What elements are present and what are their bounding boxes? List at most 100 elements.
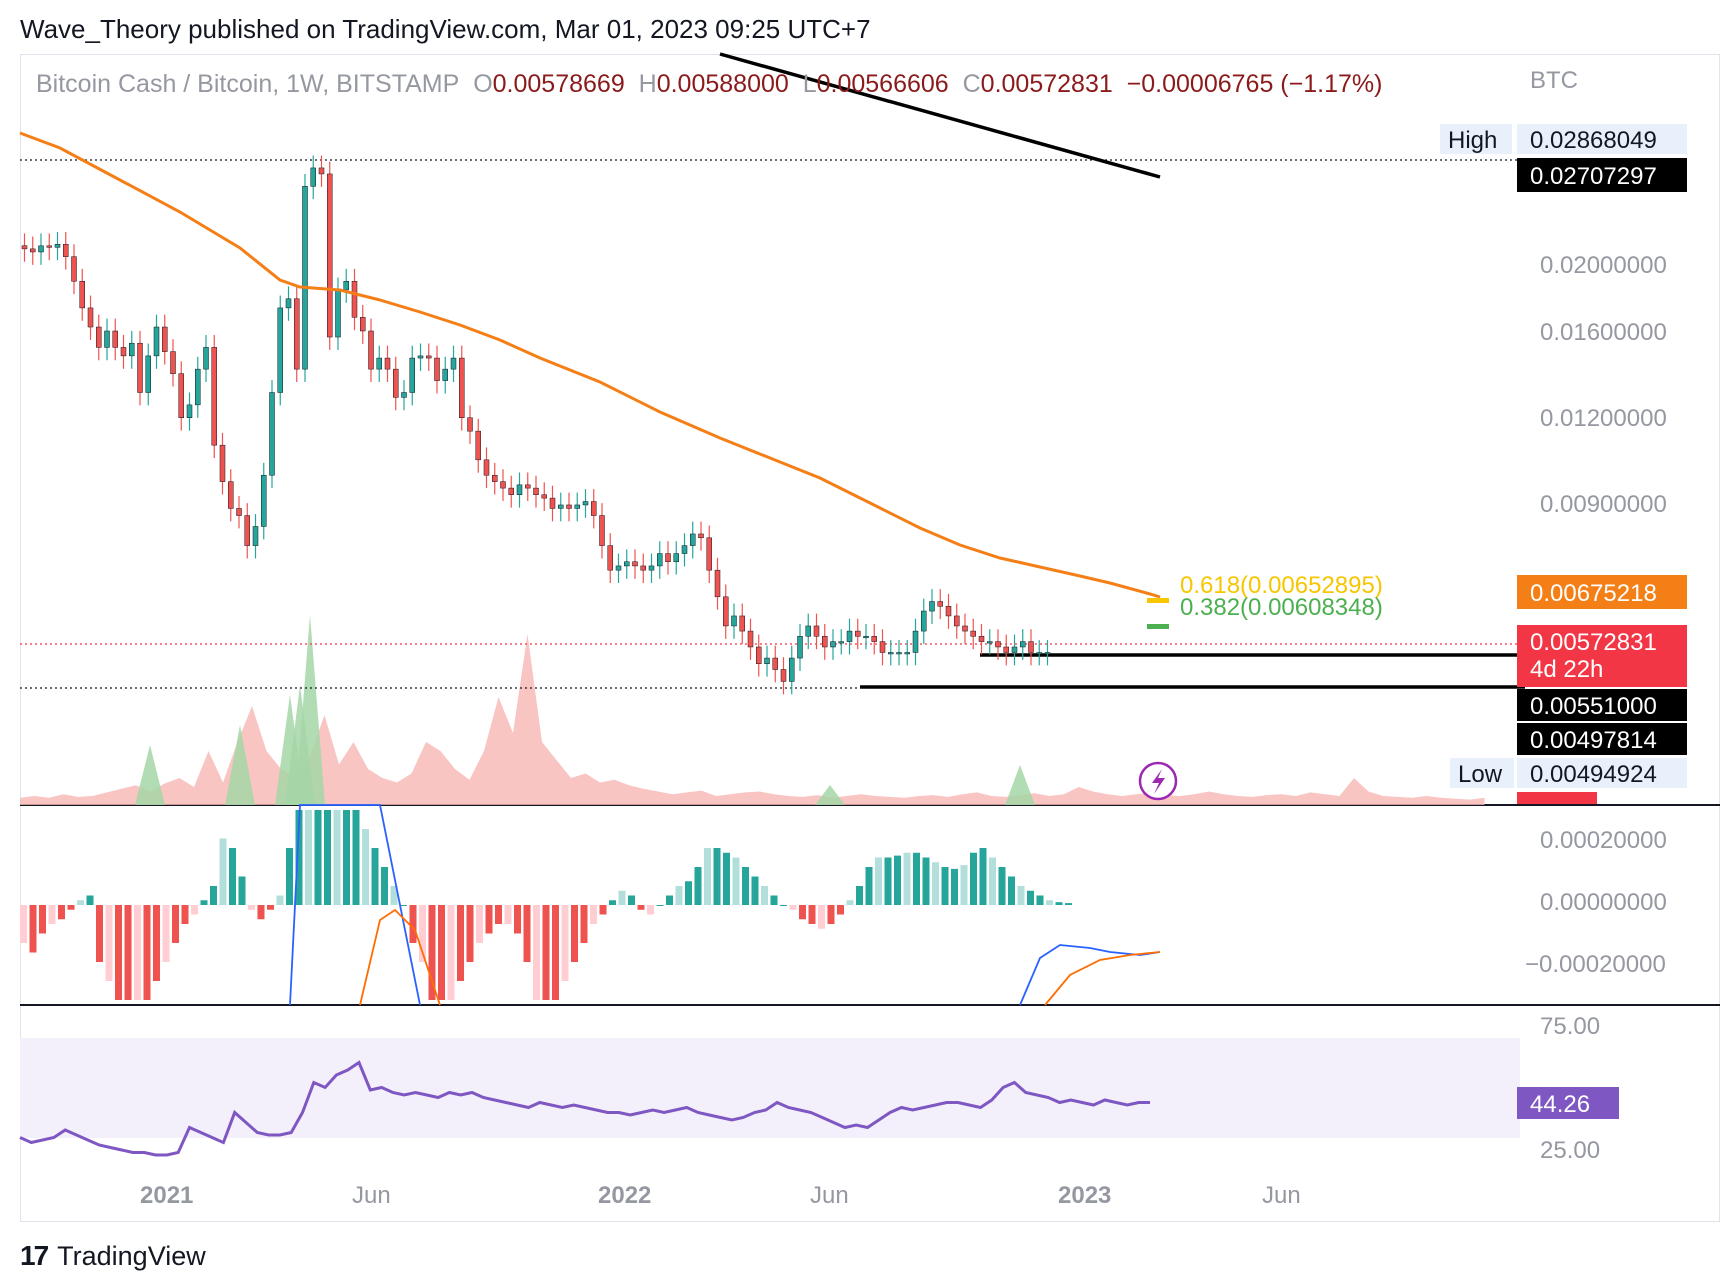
candle-body [805,625,811,637]
macd-bar [789,905,797,910]
footer[interactable]: 17 TradingView [20,1240,206,1272]
lightning-bolt-icon [1152,769,1165,794]
candle-body [1003,646,1009,653]
candle-body [673,553,679,563]
candle-body [640,565,646,571]
level-b-bg [1517,689,1687,721]
candle-body [978,636,985,642]
candle-body [846,630,853,642]
macd-bar [352,810,360,905]
candle-body [129,342,135,357]
macd-bar [1055,902,1063,905]
macd-bar [989,857,996,905]
close-value: 0.00572831 [980,70,1113,98]
candle-body [1028,641,1034,653]
macd-bar [884,857,892,905]
candle-body [615,565,622,571]
low-label-bg [1450,758,1514,788]
macd-bar [115,905,122,1000]
macd-bar [514,905,521,934]
macd-bar [248,905,255,910]
publish-line: Wave_Theory published on TradingView.com… [20,14,871,44]
candle-body [731,615,737,627]
macd-bar [713,848,721,905]
macd-bar [865,867,873,905]
candle-body [541,494,547,499]
macd-bar [105,905,113,981]
candle-body [904,652,910,655]
candle-body [285,298,292,309]
candle-body [582,501,589,506]
candle-body [343,280,349,291]
candle-body [269,392,275,476]
price-tick: 0.00900000 [1540,491,1667,518]
candle-body [698,533,704,539]
macd-bar [96,905,103,962]
high-value: 0.00588000 [656,70,789,98]
macd-bar [837,905,844,915]
time-tick: 2023 [1058,1182,1111,1209]
candles [21,155,1051,695]
candle-body [962,625,968,632]
macd-bar [533,905,540,1000]
candle-body [681,545,688,554]
rsi-tick: 75.00 [1540,1013,1600,1040]
tradingview-logo-icon: 17 [20,1240,49,1271]
macd-bar [1036,895,1044,905]
low-label: L [802,70,817,98]
high-label: H [638,70,657,98]
candle-body [879,641,886,653]
macd-bar [314,810,322,905]
candle-body [822,636,828,648]
candle-body [71,256,77,282]
macd-bar [609,900,616,905]
macd-bar [818,905,825,929]
macd-bar [428,905,436,1000]
candle-body [294,298,300,370]
macd-tick: 0.00020000 [1540,827,1667,854]
open-label: O [473,70,493,98]
macd-bar [827,905,835,924]
macd-bar [1027,890,1034,905]
time-tick: Jun [352,1182,391,1209]
macd-bar [371,848,379,905]
candle-body [211,347,217,446]
candle-body [706,537,712,571]
candle-body [830,641,836,648]
candle-body [665,553,671,563]
chart-frame[interactable] [20,54,1720,1222]
volume-tag-bg [1517,792,1597,804]
candle-body [384,357,391,370]
candle-body [79,280,85,309]
candle-body [756,646,762,664]
candle-body [170,351,176,374]
candle-body [261,474,267,527]
macd-bar [324,810,331,905]
candle-body [318,167,325,175]
candle-body [1011,646,1018,653]
candle-body [137,342,143,393]
macd-bar [1046,900,1053,905]
candle-body [87,307,94,328]
macd-bar [561,905,569,981]
macd-bar [932,862,939,905]
macd-bar [219,838,227,905]
volume-area [20,615,1485,805]
macd-pane [20,804,1161,1006]
volume-spike-up [275,695,305,805]
horizontal-levels [20,159,1525,689]
macd-bar [846,900,854,905]
price-tick: 0.02000000 [1540,252,1667,279]
low-label: Low [1458,761,1503,788]
candle-body [838,641,844,644]
macd-bar [960,865,968,905]
macd-bar [799,905,806,920]
ema-tag-value: 0.00675218 [1530,580,1657,607]
candle-body [591,501,597,516]
price-tick: 0.01200000 [1540,405,1667,432]
rsi-line [19,1060,1150,1157]
macd-bar [723,852,730,905]
candle-body [145,355,151,393]
candle-body [450,357,457,370]
